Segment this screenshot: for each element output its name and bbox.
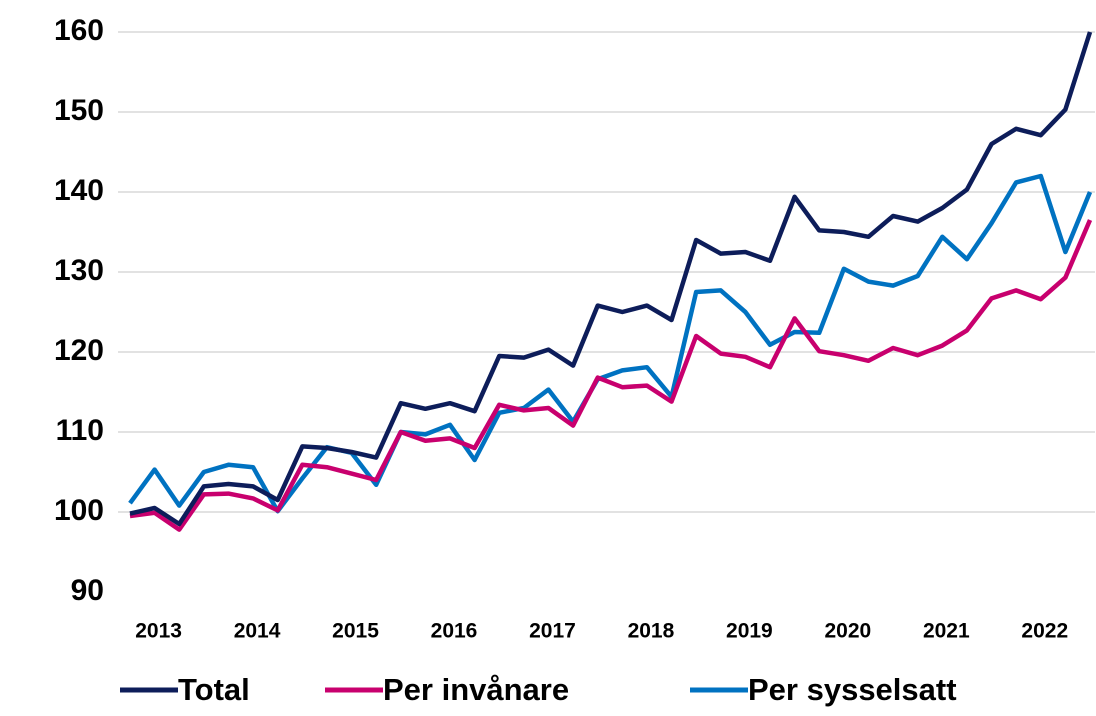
x-tick-label: 2019: [726, 620, 773, 643]
y-tick-label: 100: [54, 494, 104, 527]
legend-label: Per invånare: [383, 672, 569, 707]
x-tick-label: 2016: [431, 620, 478, 643]
x-tick-label: 2021: [923, 620, 970, 643]
x-tick-label: 2020: [824, 620, 871, 643]
y-tick-label: 160: [54, 14, 104, 47]
x-tick-label: 2022: [1021, 620, 1068, 643]
x-tick-label: 2013: [135, 620, 182, 643]
y-tick-label: 130: [54, 254, 104, 287]
y-tick-label: 150: [54, 94, 104, 127]
x-tick-label: 2014: [234, 620, 281, 643]
legend-label: Total: [178, 672, 250, 707]
series-line: [128, 173, 1093, 514]
y-tick-label: 110: [56, 414, 104, 447]
y-tick-label: 140: [54, 174, 104, 207]
y-tick-label: 90: [71, 574, 104, 607]
x-tick-label: 2015: [332, 620, 379, 643]
x-tick-label: 2017: [529, 620, 576, 643]
y-tick-label: 120: [54, 334, 104, 367]
series-line: [129, 31, 1093, 527]
x-tick-label: 2018: [628, 620, 675, 643]
series-line: [129, 219, 1093, 532]
legend-label: Per sysselsatt: [748, 672, 957, 707]
